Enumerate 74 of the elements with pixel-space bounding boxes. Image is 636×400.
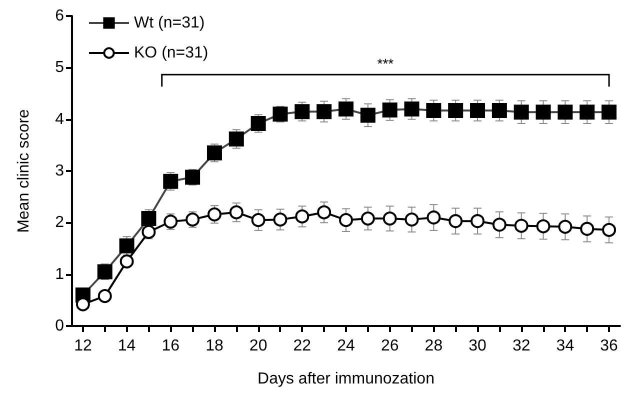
point bbox=[163, 174, 178, 189]
y-tick-label: 1 bbox=[55, 266, 64, 283]
y-tick-label: 2 bbox=[55, 214, 64, 232]
point bbox=[536, 104, 551, 120]
x-tick-label: 32 bbox=[512, 338, 530, 354]
point bbox=[382, 212, 397, 226]
point bbox=[338, 102, 354, 116]
point bbox=[404, 102, 420, 116]
point bbox=[426, 210, 441, 224]
legend-label: Wt (n=31) bbox=[134, 14, 205, 32]
legend-label: KO (n=31) bbox=[134, 44, 208, 62]
x-tick-label: 30 bbox=[468, 338, 487, 354]
point bbox=[602, 222, 616, 237]
point bbox=[228, 131, 244, 146]
point bbox=[142, 224, 156, 239]
point bbox=[426, 103, 442, 118]
point bbox=[186, 212, 200, 227]
x-tick-label: 24 bbox=[337, 338, 355, 354]
x-tick-label: 20 bbox=[249, 338, 268, 354]
point bbox=[250, 116, 266, 131]
point bbox=[360, 108, 376, 123]
point bbox=[185, 170, 200, 185]
point bbox=[164, 214, 178, 229]
point bbox=[514, 218, 528, 233]
y-tick-label: 6 bbox=[55, 8, 64, 24]
point bbox=[206, 145, 222, 160]
y-tick-label: 0 bbox=[55, 318, 64, 334]
point bbox=[97, 264, 112, 280]
point bbox=[76, 297, 90, 312]
annotation: *** bbox=[377, 56, 394, 72]
y-axis-title: Mean clinic score bbox=[16, 109, 32, 233]
point bbox=[339, 213, 353, 228]
point bbox=[316, 104, 332, 120]
point bbox=[382, 102, 398, 118]
point bbox=[272, 106, 288, 122]
point bbox=[448, 214, 463, 228]
point bbox=[470, 103, 486, 118]
y-tick-label: 5 bbox=[55, 59, 64, 76]
x-tick-label: 36 bbox=[600, 338, 618, 354]
point bbox=[207, 207, 222, 222]
point bbox=[448, 103, 464, 118]
point bbox=[273, 212, 288, 227]
point bbox=[580, 104, 595, 120]
point bbox=[119, 238, 134, 254]
point bbox=[492, 218, 506, 232]
x-tick-label: 18 bbox=[206, 338, 224, 354]
x-tick-label: 34 bbox=[556, 338, 574, 354]
point bbox=[602, 104, 617, 120]
y-tick-label: 4 bbox=[55, 110, 64, 128]
point bbox=[558, 104, 573, 120]
x-tick-label: 26 bbox=[380, 338, 399, 354]
point bbox=[404, 212, 419, 227]
point bbox=[470, 214, 485, 228]
x-tick-label: 12 bbox=[74, 338, 92, 354]
y-tick-label: 3 bbox=[55, 162, 64, 180]
point bbox=[558, 220, 572, 234]
point bbox=[120, 254, 134, 268]
point bbox=[317, 205, 332, 220]
point bbox=[98, 289, 112, 304]
point bbox=[492, 103, 507, 118]
x-tick-label: 16 bbox=[162, 338, 180, 354]
point bbox=[295, 209, 310, 224]
point bbox=[514, 104, 529, 120]
x-tick-label: 22 bbox=[293, 338, 312, 354]
x-axis-title: Days after immunozation bbox=[258, 370, 434, 388]
point bbox=[251, 213, 266, 228]
point bbox=[294, 104, 310, 120]
x-tick-label: 28 bbox=[424, 338, 443, 354]
x-tick-label: 14 bbox=[118, 338, 136, 354]
point bbox=[141, 211, 156, 226]
point bbox=[536, 219, 550, 234]
point bbox=[229, 205, 244, 220]
point bbox=[580, 222, 594, 236]
point bbox=[360, 212, 375, 226]
